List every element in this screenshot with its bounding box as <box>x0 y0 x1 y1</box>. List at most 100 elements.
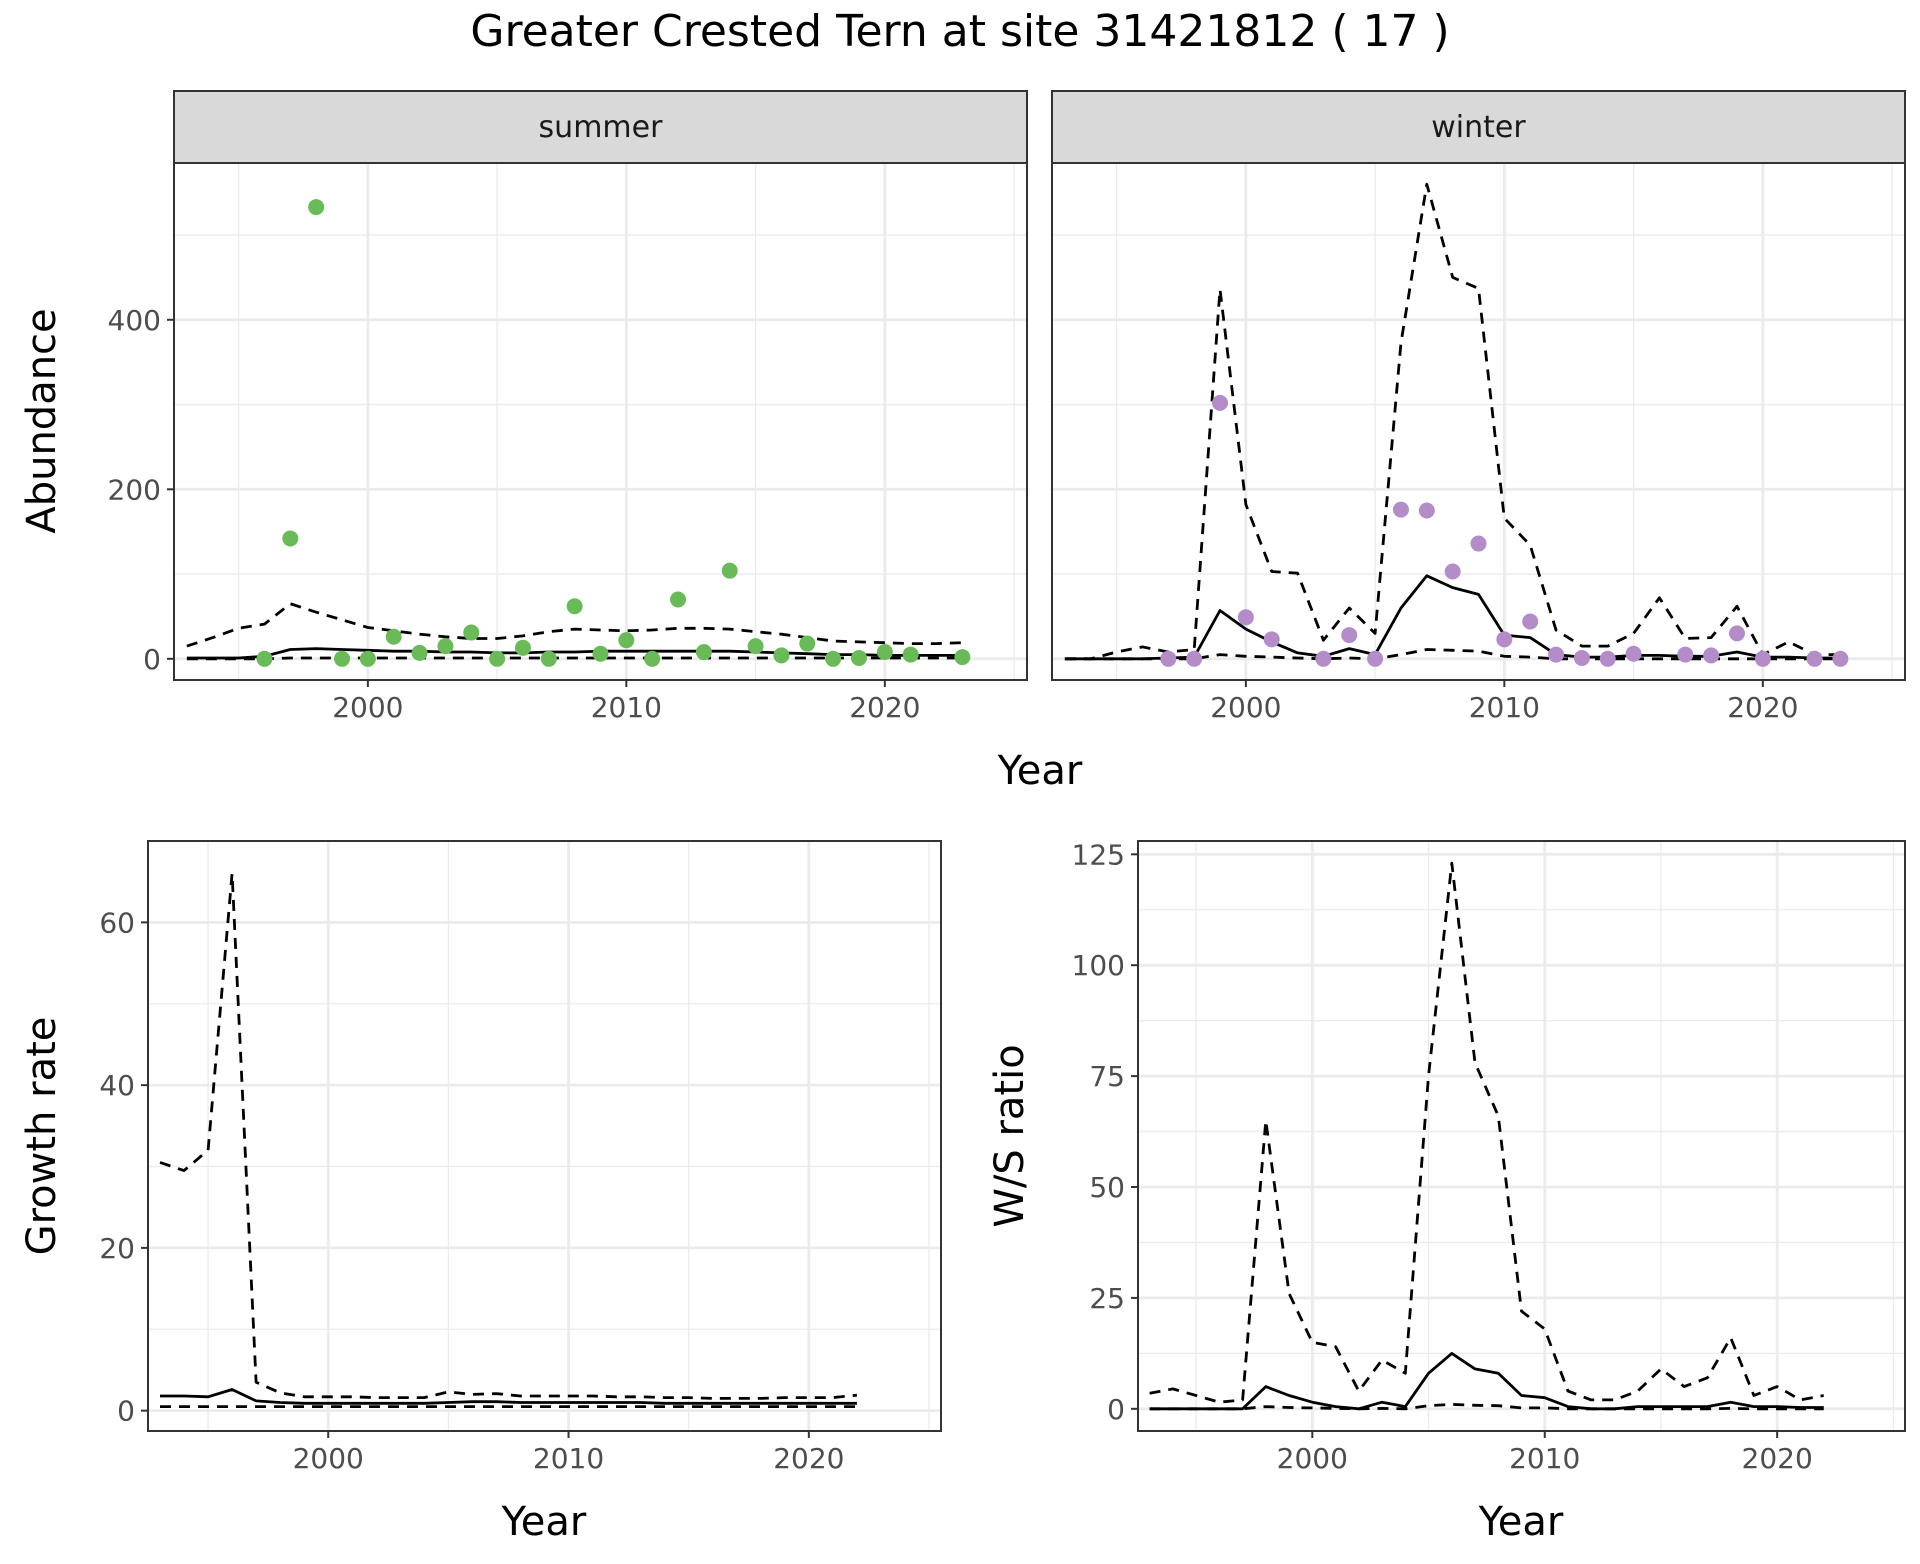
data-point <box>1728 625 1745 642</box>
confidence-bound-line <box>1149 861 1824 1404</box>
panel-background <box>1052 163 1905 680</box>
data-point <box>1341 627 1358 644</box>
data-point <box>1186 650 1203 667</box>
data-point <box>1832 650 1849 667</box>
facet-strip <box>173 90 1028 164</box>
x-tick-label: 2020 <box>849 691 920 724</box>
data-point <box>825 650 842 667</box>
x-tick-label: 2000 <box>332 691 403 724</box>
data-point <box>902 646 919 663</box>
y-axis-title: Growth rate <box>19 1017 65 1256</box>
data-point <box>1806 650 1823 667</box>
data-point <box>1367 650 1384 667</box>
y-tick-label: 0 <box>117 1395 135 1428</box>
data-point <box>799 635 816 652</box>
data-point <box>1548 646 1565 663</box>
panel-border <box>147 840 942 1432</box>
confidence-bound-line <box>1064 182 1841 661</box>
confidence-bound-line <box>186 602 963 648</box>
y-axis-title: Abundance <box>19 308 65 533</box>
data-point <box>1392 501 1409 518</box>
facet-strip <box>1051 90 1906 164</box>
data-point <box>437 638 454 655</box>
x-tick-label: 2000 <box>1210 691 1281 724</box>
data-point <box>592 645 609 662</box>
data-point <box>670 591 687 608</box>
data-point <box>1599 650 1616 667</box>
data-point <box>256 650 273 667</box>
x-tick-label: 2010 <box>533 1442 604 1475</box>
data-point <box>514 639 531 656</box>
data-point <box>1522 613 1539 630</box>
data-point <box>773 647 790 664</box>
data-point <box>1160 650 1177 667</box>
y-tick-label: 50 <box>1089 1171 1125 1204</box>
panel-growth: 2000 2010 2020 0 20 40 60 <box>99 840 942 1475</box>
data-point <box>1444 563 1461 580</box>
y-tick-label: 125 <box>1072 838 1125 871</box>
data-point <box>359 650 376 667</box>
data-point <box>463 624 480 641</box>
data-point <box>411 644 428 661</box>
confidence-bound-line <box>159 872 858 1400</box>
data-point <box>489 650 506 667</box>
data-point <box>747 638 764 655</box>
data-point <box>282 530 299 547</box>
y-tick-label: 60 <box>99 906 135 939</box>
x-tick-label: 2010 <box>1469 691 1540 724</box>
trend-line <box>1149 1352 1824 1411</box>
y-tick-label: 200 <box>108 473 161 506</box>
data-point <box>334 650 351 667</box>
data-point <box>566 598 583 615</box>
y-axis-title: W/S ratio <box>987 1044 1033 1227</box>
panel-ws-ratio: 2000 2010 2020 0 25 50 75 100 125 <box>1072 838 1906 1475</box>
y-tick-label: 40 <box>99 1069 135 1102</box>
data-point <box>695 644 712 661</box>
data-point <box>1677 646 1694 663</box>
panel-background <box>174 163 1027 680</box>
data-point <box>1703 647 1720 664</box>
x-axis-title: Year <box>501 1499 587 1545</box>
data-point <box>850 649 867 666</box>
data-point <box>308 199 325 216</box>
panel-background <box>148 841 941 1431</box>
panel-winter: 2000 2010 2020 winter <box>1051 90 1906 724</box>
y-tick-label: 20 <box>99 1232 135 1265</box>
data-point <box>1496 631 1513 648</box>
data-point <box>1625 645 1642 662</box>
x-axis-title: Year <box>997 748 1083 794</box>
panel-border <box>1137 840 1906 1432</box>
data-point <box>1418 502 1435 519</box>
y-tick-label: 75 <box>1089 1060 1125 1093</box>
y-tick-label: 0 <box>1107 1393 1125 1426</box>
x-tick-label: 2020 <box>773 1442 844 1475</box>
x-axis-title: Year <box>1478 1499 1564 1545</box>
data-point <box>1263 631 1280 648</box>
y-tick-label: 100 <box>1072 949 1125 982</box>
x-tick-label: 2020 <box>1727 691 1798 724</box>
data-point <box>954 649 971 666</box>
data-point <box>1212 394 1229 411</box>
data-point <box>1315 650 1332 667</box>
data-point <box>876 644 893 661</box>
data-point <box>385 628 402 645</box>
facet-label: summer <box>539 110 664 145</box>
chart-title: Greater Crested Tern at site 31421812 ( … <box>470 6 1449 57</box>
data-point <box>1754 650 1771 667</box>
x-tick-label: 2020 <box>1742 1442 1813 1475</box>
data-point <box>618 632 635 649</box>
panel-summer: 2000 2010 2020 0 200 400 summer <box>108 90 1028 724</box>
y-tick-label: 25 <box>1089 1282 1125 1315</box>
data-point <box>1237 609 1254 626</box>
trend-line <box>160 1388 857 1405</box>
y-tick-label: 400 <box>108 304 161 337</box>
panel-background <box>1138 841 1905 1431</box>
data-point <box>644 650 661 667</box>
y-tick-label: 0 <box>143 643 161 676</box>
x-tick-label: 2010 <box>591 691 662 724</box>
facet-label: winter <box>1431 110 1526 145</box>
x-tick-label: 2010 <box>1509 1442 1580 1475</box>
x-tick-label: 2000 <box>293 1442 364 1475</box>
